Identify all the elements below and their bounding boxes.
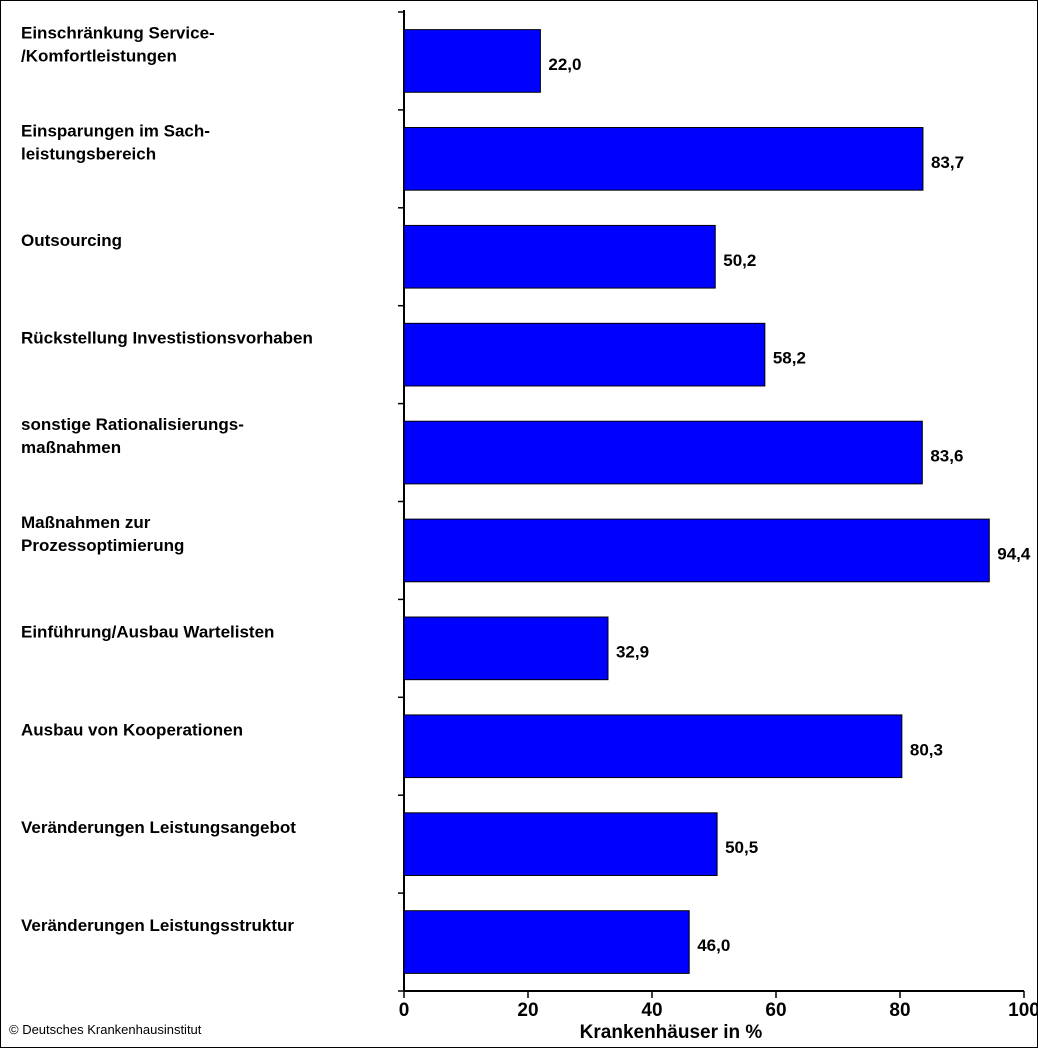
category-label: Einführung/Ausbau Wartelisten: [21, 622, 274, 641]
category-label-line: Prozessoptimierung: [21, 536, 184, 555]
category-label-line: Ausbau von Kooperationen: [21, 720, 243, 739]
copyright-credit: © Deutsches Krankenhausinstitut: [9, 1022, 202, 1037]
bar: [403, 616, 609, 681]
category-label-line: maßnahmen: [21, 438, 121, 457]
category-label-line: Einsparungen im Sach-: [21, 121, 210, 140]
category-label: Rückstellung Investistionsvorhaben: [21, 329, 313, 348]
x-tick-label: 40: [641, 1000, 662, 1021]
x-tick-label: 100: [1008, 1000, 1037, 1021]
bar-value-label: 83,6: [930, 447, 963, 466]
category-label: Einschränkung Service- /Komfortleistungen: [21, 23, 215, 65]
category-label: Einsparungen im Sach-leistungsbereich: [21, 121, 210, 163]
bar-value-label: 94,4: [997, 544, 1031, 563]
category-label-line: Outsourcing: [21, 231, 122, 250]
bar: [403, 812, 718, 876]
bar: [403, 322, 766, 387]
bar-value-label: 50,5: [725, 838, 758, 857]
bar: [403, 910, 690, 974]
x-axis-title: Krankenhäuser in %: [579, 1022, 763, 1043]
bar-value-label: 32,9: [616, 642, 649, 661]
category-label: Veränderungen Leistungsangebot: [21, 818, 296, 837]
category-label-line: sonstige Rationalisierungs-: [21, 415, 244, 434]
x-tick-label: 60: [765, 1000, 786, 1021]
bar: [403, 518, 990, 583]
bar: [403, 714, 903, 779]
category-label: Outsourcing: [21, 231, 122, 250]
category-label-line: Einschränkung Service-: [21, 23, 215, 42]
category-label: Ausbau von Kooperationen: [21, 720, 243, 739]
category-label-line: Maßnahmen zur: [21, 513, 151, 532]
category-label-line: Einführung/Ausbau Wartelisten: [21, 622, 274, 641]
bar-value-label: 58,2: [773, 349, 806, 368]
x-tick-label: 0: [399, 1000, 410, 1021]
category-label: Veränderungen Leistungsstruktur: [21, 916, 294, 935]
category-label: Maßnahmen zur Prozessoptimierung: [21, 513, 184, 555]
x-tick-label: 20: [517, 1000, 538, 1021]
bar-value-label: 83,7: [931, 153, 964, 172]
category-label: sonstige Rationalisierungs-maßnahmen: [21, 415, 244, 457]
bar-value-label: 50,2: [723, 251, 756, 270]
category-label-line: Veränderungen Leistungsangebot: [21, 818, 296, 837]
category-label-line: Rückstellung Investistionsvorhaben: [21, 329, 313, 348]
bar: [403, 29, 541, 93]
category-label-line: /Komfortleistungen: [21, 46, 177, 65]
category-label-line: leistungsbereich: [21, 144, 156, 163]
bar-value-label: 46,0: [697, 936, 730, 955]
bar: [403, 420, 923, 485]
bar: [403, 127, 924, 191]
bar-value-label: 22,0: [548, 55, 581, 74]
bar-value-label: 80,3: [910, 740, 943, 759]
bar: [403, 224, 716, 289]
x-tick-label: 80: [889, 1000, 910, 1021]
category-label-line: Veränderungen Leistungsstruktur: [21, 916, 294, 935]
